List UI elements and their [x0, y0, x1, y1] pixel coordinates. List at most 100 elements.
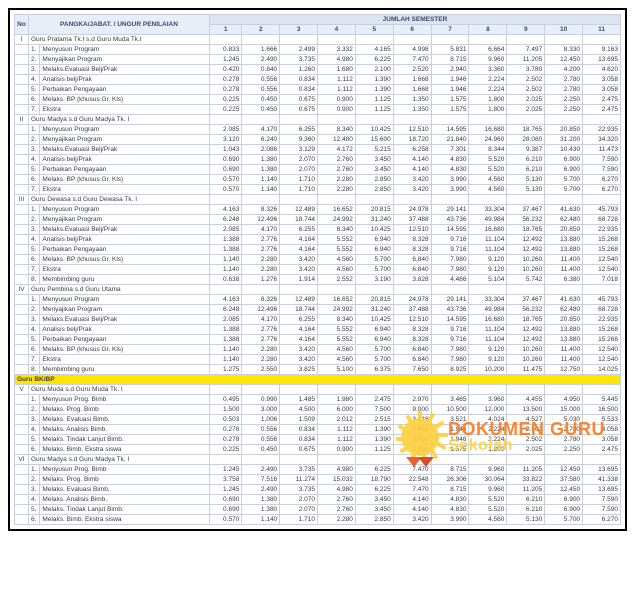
row-label: Menyusun Program [40, 45, 210, 55]
cell-value: 2.224 [469, 75, 507, 85]
cell-value: 5.700 [355, 255, 393, 265]
cell-value: 5.520 [469, 505, 507, 515]
row-number: 2. [29, 475, 40, 485]
cell-value: 1.946 [431, 85, 469, 95]
row-number: 5. [29, 245, 40, 255]
cell-value: 4.140 [393, 155, 431, 165]
table-row: 5.Perbaikan Pengayaan1.3882.7764.1645.55… [15, 335, 621, 345]
cell-value: 11.473 [583, 145, 621, 155]
header-col: 3 [280, 25, 318, 35]
row-label: Analisis belj/Prak [40, 155, 210, 165]
cell-value: 0.225 [209, 105, 241, 115]
cell-value: 0.225 [209, 95, 241, 105]
section-roman: II [15, 115, 29, 125]
cell-value: 0.495 [209, 395, 241, 405]
cell-value: 10.260 [507, 345, 545, 355]
row-number: 6. [29, 175, 40, 185]
cell-value: 11.475 [507, 365, 545, 375]
cell-value: 0.278 [209, 425, 241, 435]
header-col: 5 [355, 25, 393, 35]
cell-value: 0.278 [209, 75, 241, 85]
cell-value: 1.380 [242, 155, 280, 165]
cell-value: 9.163 [583, 45, 621, 55]
row-number: 3. [29, 485, 40, 495]
cell-value: 12.492 [507, 245, 545, 255]
row-number: 8. [29, 365, 40, 375]
cell-value: 11.400 [545, 355, 583, 365]
cell-value: 20.815 [355, 205, 393, 215]
cell-value: 12.489 [280, 295, 318, 305]
row-label: Menyusun Program [40, 125, 210, 135]
cell-value: 3.825 [280, 365, 318, 375]
cell-value: 20.850 [545, 125, 583, 135]
cell-value: 5.130 [507, 175, 545, 185]
cell-value: 2.475 [583, 105, 621, 115]
cell-value: 4.560 [469, 185, 507, 195]
cell-value: 6.900 [545, 165, 583, 175]
cell-value: 1.140 [242, 515, 280, 525]
header-col: 9 [507, 25, 545, 35]
cell-value: 7.497 [507, 45, 545, 55]
row-label: Melaks. Prog. Bimb [40, 475, 210, 485]
cell-value: 0.900 [318, 105, 356, 115]
cell-value: 7.590 [583, 495, 621, 505]
cell-value: 1.668 [393, 85, 431, 95]
cell-value: 2.760 [318, 495, 356, 505]
cell-value: 3.360 [469, 65, 507, 75]
cell-value: 8.326 [242, 295, 280, 305]
cell-value: 3.420 [393, 515, 431, 525]
section-roman: I [15, 35, 29, 45]
cell-value: 4.830 [431, 495, 469, 505]
cell-value: 62.480 [545, 215, 583, 225]
cell-value: 11.400 [545, 255, 583, 265]
row-label: Menyajikan Program [40, 215, 210, 225]
cell-value: 7.980 [431, 355, 469, 365]
cell-value: 41.338 [583, 475, 621, 485]
cell-value: 6.270 [583, 515, 621, 525]
cell-value: 0.990 [242, 395, 280, 405]
section-row: IVGuru Pembina s.d Guru Utama [15, 285, 621, 295]
cell-value: 0.278 [209, 435, 241, 445]
cell-value: 12.450 [545, 485, 583, 495]
cell-value: 15.000 [545, 405, 583, 415]
cell-value: 2.776 [242, 235, 280, 245]
cell-value: 45.793 [583, 205, 621, 215]
table-row: 7.Ekstra0.2250.4500.6750.9001.1251.3501.… [15, 105, 621, 115]
row-label: Melaks. BP (khusus Gr. Kls) [40, 175, 210, 185]
row-number: 7. [29, 265, 40, 275]
cell-value: 7.516 [242, 475, 280, 485]
cell-value: 37.488 [393, 305, 431, 315]
cell-value: 68.728 [583, 305, 621, 315]
cell-value: 37.467 [507, 295, 545, 305]
cell-value: 28.080 [507, 135, 545, 145]
cell-value: 3.420 [280, 265, 318, 275]
row-number: 2. [29, 405, 40, 415]
cell-value: 6.248 [209, 305, 241, 315]
cell-value: 6.210 [507, 165, 545, 175]
section-title: Guru Pratama Tk.I s.d Guru Muda Tk.I [29, 35, 210, 45]
cell-value: 0.503 [209, 415, 241, 425]
row-label: Ekstra [40, 185, 210, 195]
cell-value: 4.560 [318, 355, 356, 365]
table-row: 4.Analisis belj/Prak0.2780.5560.8341.112… [15, 75, 621, 85]
row-number: 3. [29, 65, 40, 75]
cell-value: 8.715 [431, 485, 469, 495]
cell-value: 2.070 [280, 165, 318, 175]
row-label: Melaks. BP (khusus Gr. Kls) [40, 95, 210, 105]
cell-value: 6.940 [355, 235, 393, 245]
cell-value: 4.830 [431, 155, 469, 165]
cell-value: 2.280 [318, 175, 356, 185]
cell-value: 31.240 [355, 215, 393, 225]
cell-value: 31.240 [355, 305, 393, 315]
row-label: Menyajikan Program [40, 305, 210, 315]
cell-value: 24.992 [318, 215, 356, 225]
row-number: 7. [29, 355, 40, 365]
cell-value: 18.765 [507, 125, 545, 135]
cell-value: 18.720 [393, 135, 431, 145]
row-label: Analisis belj/Prak [40, 235, 210, 245]
section-roman: III [15, 195, 29, 205]
cell-value: 13.500 [507, 405, 545, 415]
cell-value: 5.552 [318, 325, 356, 335]
cell-value: 12.496 [242, 305, 280, 315]
cell-value: 2.515 [355, 415, 393, 425]
